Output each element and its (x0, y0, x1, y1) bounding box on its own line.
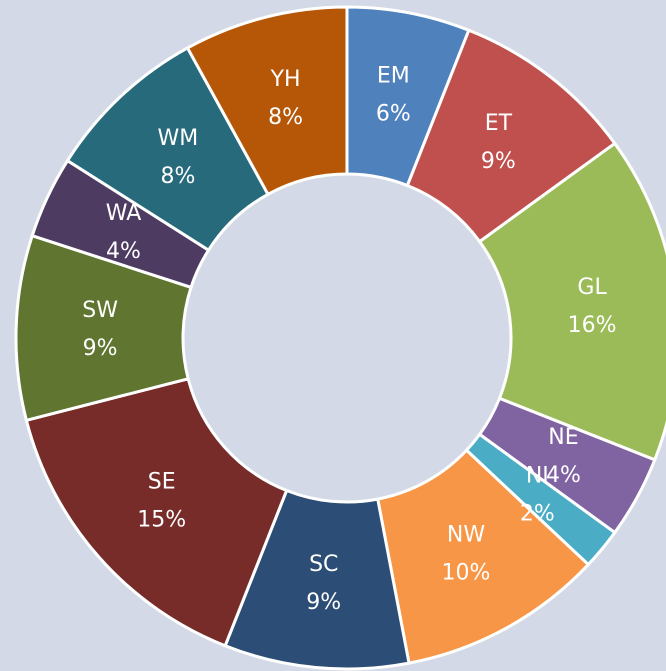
value-label: 2% (520, 501, 555, 526)
value-label: 16% (568, 313, 617, 338)
category-label: NI (526, 463, 549, 488)
donut-segment (477, 141, 666, 462)
value-label: 6% (376, 101, 411, 126)
category-label: WM (158, 126, 199, 151)
category-label: SC (309, 552, 338, 577)
category-label: NE (548, 425, 578, 450)
value-label: 15% (137, 507, 186, 532)
value-label: 9% (83, 336, 118, 361)
value-label: 9% (306, 590, 341, 615)
value-label: 10% (442, 560, 491, 585)
category-label: ET (485, 111, 513, 136)
value-label: 4% (106, 239, 141, 264)
value-label: 8% (268, 105, 303, 130)
donut-segment (24, 376, 289, 648)
category-label: SE (148, 469, 176, 494)
value-label: 9% (481, 149, 516, 174)
category-label: SW (82, 298, 118, 323)
donut-segment (185, 5, 349, 197)
value-label: 4% (546, 463, 581, 488)
value-label: 8% (160, 164, 195, 189)
category-label: YH (270, 67, 301, 92)
category-label: EM (377, 63, 410, 88)
category-label: WA (106, 201, 142, 226)
category-label: NW (447, 522, 485, 547)
category-label: GL (577, 275, 607, 300)
